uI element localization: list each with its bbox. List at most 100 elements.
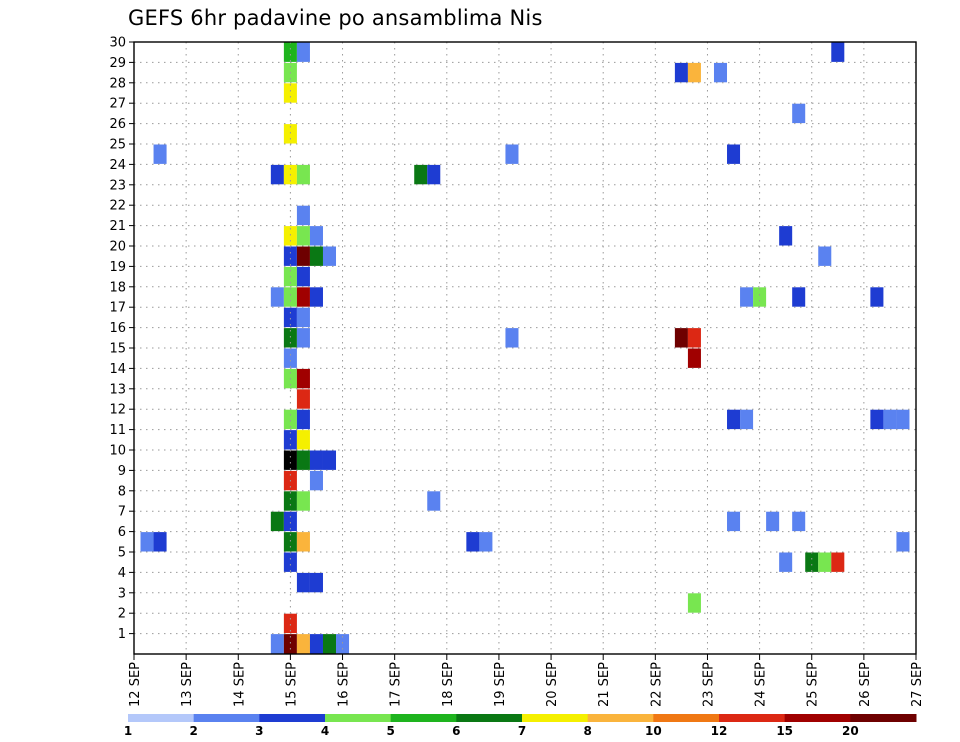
- heatmap-cell: [283, 124, 297, 144]
- legend-label: 5: [386, 724, 394, 738]
- heatmap-cell: [283, 491, 297, 511]
- heatmap-cell: [309, 572, 323, 593]
- heatmap-cell: [792, 287, 806, 307]
- heatmap-cell: [283, 348, 297, 368]
- heatmap-cell: [296, 42, 310, 62]
- legend-label: 6: [452, 724, 460, 738]
- legend-label: 7: [518, 724, 526, 738]
- y-tick-label: 3: [118, 586, 126, 601]
- y-tick-label: 6: [118, 525, 126, 540]
- heatmap-cell: [792, 511, 806, 532]
- heatmap-cell: [296, 307, 310, 328]
- x-axis: 12 SEP 13 SEP 14 SEP 15 SEP 16 SEP 17 SEP 18 S…: [128, 654, 925, 707]
- legend-label: 20: [842, 724, 859, 738]
- heatmap-cell: [283, 226, 297, 246]
- y-tick-label: 20: [109, 240, 126, 255]
- heatmap-cell: [283, 450, 297, 470]
- x-tick-label: 21 SEP: [597, 662, 612, 707]
- y-tick-label: 11: [109, 423, 126, 438]
- color-legend: 1 2 3 4 5 6 7 8 10 12 15 20: [124, 714, 917, 738]
- legend-label: 2: [189, 724, 197, 738]
- heatmap-cell: [818, 246, 832, 266]
- x-tick-label: 20 SEP: [545, 662, 560, 707]
- x-tick-label: 23 SEP: [701, 662, 716, 707]
- x-tick-label: 19 SEP: [493, 662, 508, 707]
- legend-swatch: [390, 714, 457, 722]
- heatmap-cell: [309, 246, 323, 266]
- heatmap-cell: [283, 552, 297, 572]
- heatmap-cell: [309, 634, 323, 654]
- legend-label: 10: [645, 724, 662, 738]
- heatmap-cell: [296, 368, 310, 389]
- y-tick-label: 28: [109, 76, 126, 91]
- heatmap-cell: [283, 613, 297, 634]
- heatmap-cell: [296, 287, 310, 307]
- legend-label: 1: [124, 724, 132, 738]
- y-tick-label: 30: [109, 36, 126, 51]
- heatmap-cell: [805, 552, 819, 572]
- x-tick-label: 17 SEP: [389, 662, 404, 707]
- heatmap-cell: [727, 409, 741, 430]
- y-axis: 1234567891011121314151617181920212223242…: [109, 36, 134, 642]
- heatmap-cell: [296, 266, 310, 287]
- y-tick-label: 23: [109, 178, 126, 193]
- heatmap-cell: [896, 532, 910, 552]
- y-tick-label: 12: [109, 403, 126, 418]
- heatmap-cell: [687, 328, 701, 348]
- y-tick-label: 8: [118, 484, 126, 499]
- heatmap-cell: [296, 491, 310, 511]
- heatmap-cell: [153, 144, 167, 164]
- heatmap-cell: [740, 287, 754, 307]
- y-tick-label: 13: [109, 382, 126, 397]
- heatmap-cell: [296, 450, 310, 470]
- heatmap-cell: [727, 511, 741, 532]
- heatmap-cell: [296, 389, 310, 409]
- y-tick-label: 17: [109, 301, 126, 316]
- heatmap-cell: [296, 409, 310, 430]
- heatmap-cell: [427, 164, 441, 185]
- x-tick-label: 25 SEP: [806, 662, 821, 707]
- heatmap-cell: [296, 205, 310, 226]
- heatmap-cell: [792, 103, 806, 124]
- heatmap-cell: [414, 164, 428, 185]
- heatmap-cell: [674, 328, 688, 348]
- heatmap-cell: [505, 328, 519, 348]
- heatmap-cell: [296, 634, 310, 654]
- heatmap-cell: [479, 532, 493, 552]
- legend-swatch: [259, 714, 326, 722]
- heatmap-cell: [687, 348, 701, 368]
- heatmap-cell: [296, 572, 310, 593]
- legend-swatch: [193, 714, 260, 722]
- y-tick-label: 29: [109, 56, 126, 71]
- legend-label: 12: [711, 724, 728, 738]
- heatmap-cell: [270, 634, 284, 654]
- chart-title: GEFS 6hr padavine po ansamblima Nis: [128, 6, 543, 30]
- heatmap-cell: [283, 409, 297, 430]
- heatmap-cell: [818, 552, 832, 572]
- heatmap-cell: [883, 409, 897, 430]
- x-tick-label: 14 SEP: [232, 662, 247, 707]
- legend-swatch: [587, 714, 654, 722]
- x-tick-label: 12 SEP: [128, 662, 143, 707]
- heatmap-cell: [140, 532, 154, 552]
- y-tick-label: 5: [118, 546, 126, 561]
- heatmap-cell: [870, 287, 884, 307]
- y-tick-label: 4: [118, 566, 126, 581]
- heatmap-cell: [296, 246, 310, 266]
- heatmap-cell: [283, 83, 297, 103]
- heatmap-cell: [831, 552, 845, 572]
- y-tick-label: 24: [109, 158, 126, 173]
- heatmap-cell: [766, 511, 780, 532]
- heatmap-cell: [283, 287, 297, 307]
- legend-swatch: [522, 714, 589, 722]
- heatmap-cell: [296, 328, 310, 348]
- y-tick-label: 21: [109, 219, 126, 234]
- x-tick-label: 27 SEP: [910, 662, 925, 707]
- heatmap-cell: [296, 164, 310, 185]
- grid-lines: [134, 42, 916, 654]
- x-tick-label: 15 SEP: [284, 662, 299, 707]
- heatmap-cell: [283, 328, 297, 348]
- heatmap-cell: [831, 42, 845, 62]
- heatmap-cell: [687, 62, 701, 83]
- heatmap-cell: [153, 532, 167, 552]
